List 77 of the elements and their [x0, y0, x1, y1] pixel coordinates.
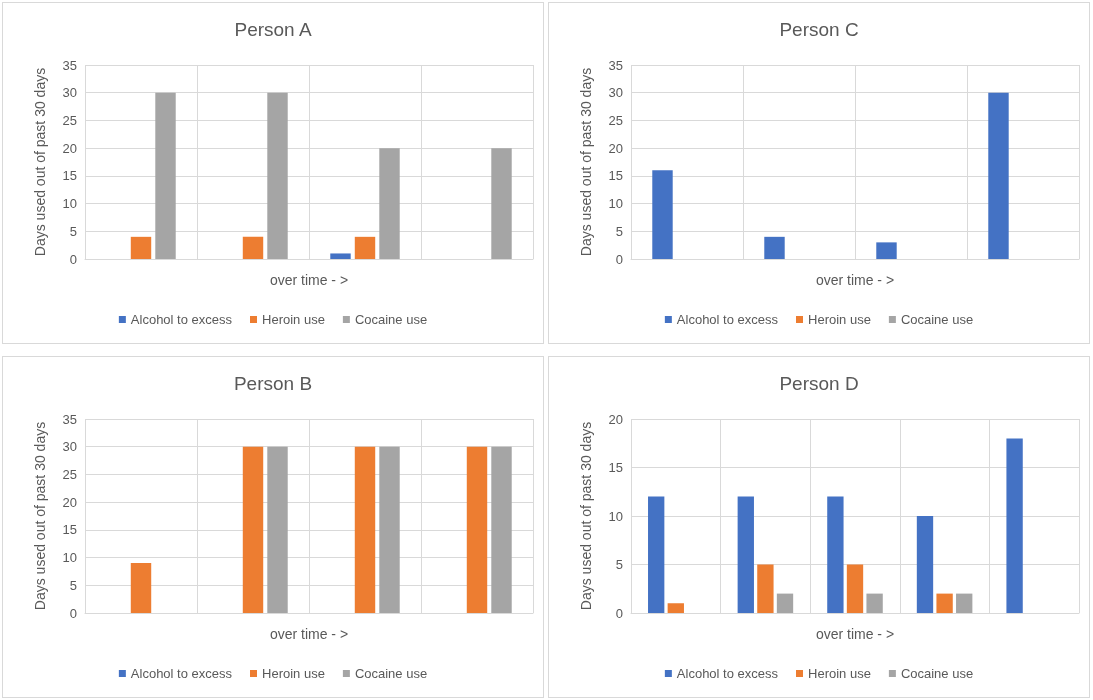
y-tick-label: 5: [615, 223, 623, 239]
bar: [737, 496, 754, 613]
y-tick-label: 10: [62, 550, 77, 566]
bar: [764, 236, 785, 259]
y-tick-label: 35: [62, 411, 77, 427]
legend-label: Cocaine use: [900, 312, 974, 327]
bar: [866, 593, 883, 613]
y-tick-label: 30: [62, 439, 77, 455]
chart-title: Person B: [233, 373, 313, 394]
x-axis-title: over time - >: [269, 626, 349, 642]
bar: [267, 92, 288, 259]
bar: [379, 148, 400, 259]
legend-label: Heroin use: [808, 666, 871, 681]
bar: [330, 253, 351, 259]
y-tick-label: 20: [608, 140, 623, 156]
y-tick-label: 0: [69, 605, 77, 621]
chart-title: Person C: [779, 19, 859, 40]
chart-title: Person D: [779, 373, 859, 394]
bar: [956, 593, 973, 613]
y-tick-label: 10: [62, 196, 77, 212]
y-tick-label: 5: [69, 577, 77, 593]
legend-label: Heroin use: [808, 312, 871, 327]
y-tick-label: 0: [615, 605, 623, 621]
y-axis-title: Days used out of past 30 days: [578, 421, 594, 611]
y-axis-title: Days used out of past 30 days: [32, 67, 48, 257]
bar: [1006, 438, 1023, 613]
bar: [130, 236, 152, 259]
y-tick-label: 10: [608, 196, 623, 212]
legend-label: Heroin use: [262, 312, 325, 327]
bar: [936, 593, 953, 613]
bar: [242, 236, 264, 259]
y-tick-label: 0: [615, 251, 623, 267]
y-tick-label: 15: [608, 168, 623, 184]
legend-label: Cocaine use: [354, 312, 428, 327]
x-axis-title: over time - >: [815, 272, 895, 288]
bar: [876, 242, 897, 259]
y-tick-label: 20: [62, 494, 77, 510]
bar: [846, 564, 864, 613]
y-tick-label: 10: [608, 508, 623, 524]
bar: [757, 564, 774, 613]
legend-label: Heroin use: [262, 666, 325, 681]
bar: [491, 148, 512, 259]
y-tick-label: 30: [62, 85, 77, 101]
y-tick-label: 35: [62, 57, 77, 73]
y-tick-label: 5: [69, 223, 77, 239]
y-tick-label: 15: [62, 522, 77, 538]
chart-title: Person A: [234, 19, 312, 40]
legend-label: Alcohol to excess: [130, 666, 233, 681]
legend-label: Cocaine use: [354, 666, 428, 681]
bar: [776, 593, 794, 613]
y-tick-label: 25: [608, 112, 623, 128]
bar: [648, 496, 665, 613]
legend-label: Cocaine use: [900, 666, 974, 681]
legend-label: Alcohol to excess: [130, 312, 233, 327]
y-tick-label: 35: [608, 57, 623, 73]
y-tick-label: 30: [608, 85, 623, 101]
bar: [827, 496, 844, 613]
bar: [988, 92, 1009, 259]
legend-label: Alcohol to excess: [676, 312, 779, 327]
y-axis-title: Days used out of past 30 days: [32, 421, 48, 611]
bar: [667, 603, 684, 613]
y-tick-label: 0: [69, 251, 77, 267]
y-tick-label: 15: [608, 460, 623, 475]
legend-label: Alcohol to excess: [676, 666, 779, 681]
x-axis-title: over time - >: [269, 272, 349, 288]
y-tick-label: 20: [608, 411, 623, 427]
bar: [916, 516, 934, 613]
bar: [354, 236, 376, 259]
y-axis-title: Days used out of past 30 days: [578, 67, 594, 257]
bar: [155, 92, 176, 259]
y-tick-label: 5: [615, 557, 623, 572]
bar: [652, 170, 673, 259]
y-tick-label: 25: [62, 112, 77, 128]
y-tick-label: 20: [62, 140, 77, 156]
x-axis-title: over time - >: [815, 626, 895, 642]
y-tick-label: 25: [62, 466, 77, 482]
y-tick-label: 15: [62, 168, 77, 184]
